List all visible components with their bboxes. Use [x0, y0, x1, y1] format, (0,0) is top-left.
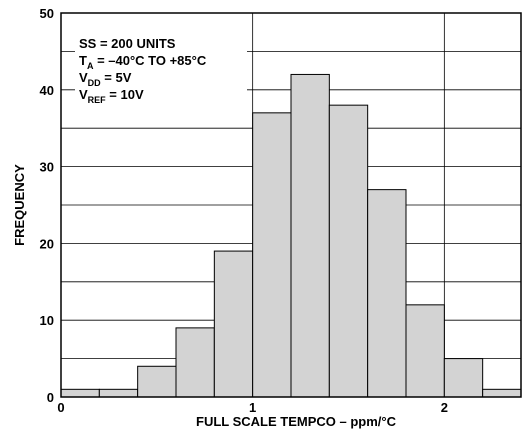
- y-tick-label: 20: [40, 236, 54, 251]
- y-tick-label: 50: [40, 6, 54, 21]
- histogram-bar: [175, 327, 215, 398]
- annotation-line: VDD = 5V: [79, 70, 132, 88]
- histogram-bar: [367, 189, 407, 398]
- histogram-bar: [213, 250, 254, 398]
- histogram-bar: [443, 358, 484, 398]
- tick-labels: 0 10 20 30 40 50 0 1 2: [40, 6, 448, 415]
- histogram-bar: [405, 304, 445, 398]
- x-tick-label: 2: [441, 400, 448, 415]
- annotation-box: [75, 30, 247, 104]
- y-tick-label: 0: [47, 390, 54, 405]
- histogram-bar: [252, 112, 292, 398]
- histogram-bar: [137, 365, 177, 398]
- histogram-bar: [60, 388, 100, 398]
- y-tick-label: 30: [40, 160, 54, 175]
- histogram-bar: [482, 388, 522, 398]
- x-tick-label: 1: [249, 400, 256, 415]
- annotation-line: VREF = 10V: [79, 87, 144, 105]
- y-tick-label: 10: [40, 313, 54, 328]
- y-tick-label: 40: [40, 83, 54, 98]
- histogram-bar: [328, 104, 369, 398]
- histogram-bars: [60, 73, 522, 398]
- annotation-background: [75, 30, 247, 104]
- histogram-bar: [290, 73, 330, 398]
- annotation-line: TA = –40°C TO +85°C: [79, 53, 207, 71]
- annotation-line: SS = 200 UNITS: [79, 36, 176, 51]
- x-tick-label: 0: [57, 400, 64, 415]
- x-axis-label: FULL SCALE TEMPCO – ppm/°C: [196, 414, 397, 429]
- y-axis-label: FREQUENCY: [12, 164, 27, 246]
- plot-frame: [60, 12, 522, 398]
- histogram-bar: [98, 388, 139, 398]
